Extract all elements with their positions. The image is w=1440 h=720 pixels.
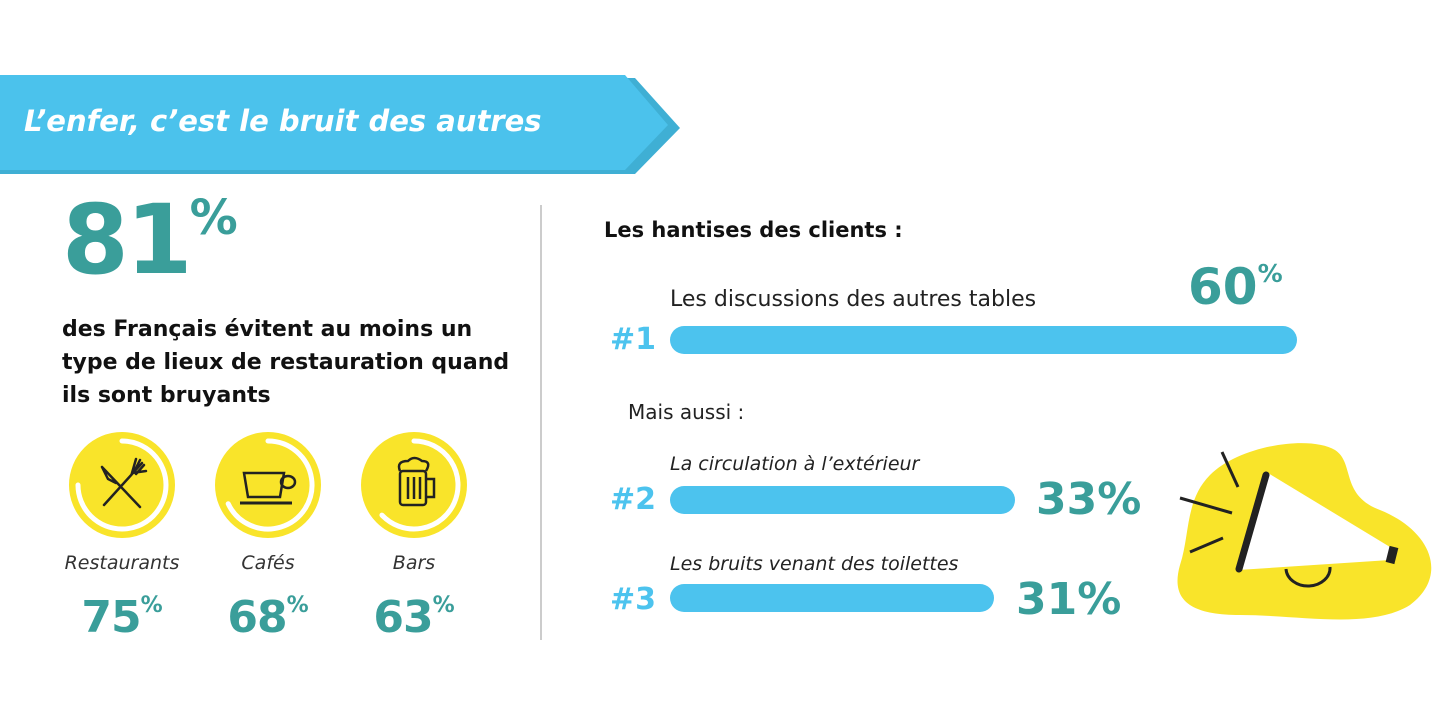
headline-description: des Français évitent au moins un type de… bbox=[62, 317, 510, 408]
bar-2 bbox=[670, 486, 1015, 514]
ring-arc-restaurants bbox=[75, 438, 169, 532]
headline-value: 81 bbox=[62, 184, 193, 296]
bar-value-3: 31% bbox=[1016, 574, 1122, 625]
ring-arc-bars bbox=[379, 438, 461, 532]
rank-1: #1 bbox=[610, 322, 657, 357]
megaphone-icon bbox=[1179, 451, 1399, 588]
bar-value-1: 60% bbox=[1188, 258, 1283, 316]
headline-stat: 81% bbox=[62, 192, 238, 288]
divider bbox=[540, 205, 542, 640]
coffee-cup-icon bbox=[240, 471, 297, 505]
megaphone-illustration bbox=[1177, 443, 1432, 620]
bar-label-3: Les bruits venant des toilettes bbox=[670, 553, 959, 575]
venue-pct-cafes: 68% bbox=[227, 592, 309, 643]
rank-2: #2 bbox=[610, 482, 657, 517]
ring-arc-cafes bbox=[225, 438, 315, 532]
title-banner bbox=[0, 75, 680, 174]
bar-label-1: Les discussions des autres tables bbox=[670, 287, 1037, 312]
venue-label-restaurants: Restaurants bbox=[64, 552, 180, 574]
bar-1 bbox=[670, 326, 1297, 354]
ring-background bbox=[215, 432, 321, 538]
banner-title: L’enfer, c’est le bruit des autres bbox=[24, 104, 542, 138]
rank-3: #3 bbox=[610, 582, 657, 617]
venue-pct-restaurants: 75% bbox=[81, 592, 163, 643]
venue-rings bbox=[69, 432, 467, 538]
venue-ring-bars bbox=[361, 432, 467, 538]
venue-pct-bars: 63% bbox=[373, 592, 455, 643]
bar-label-2: La circulation à l’extérieur bbox=[670, 453, 920, 475]
chart-title: Les hantises des clients : bbox=[604, 218, 903, 242]
chart-subtitle: Mais aussi : bbox=[628, 400, 745, 424]
venue-ring-cafes bbox=[215, 432, 321, 538]
beer-mug-icon bbox=[397, 456, 436, 507]
venue-label-bars: Bars bbox=[392, 552, 436, 574]
cutlery-icon bbox=[100, 457, 148, 509]
venue-ring-restaurants bbox=[69, 432, 175, 538]
bar-value-2: 33% bbox=[1036, 474, 1142, 525]
venue-label-cafes: Cafés bbox=[241, 552, 295, 574]
bar-3 bbox=[670, 584, 994, 612]
headline-unit: % bbox=[189, 190, 238, 247]
